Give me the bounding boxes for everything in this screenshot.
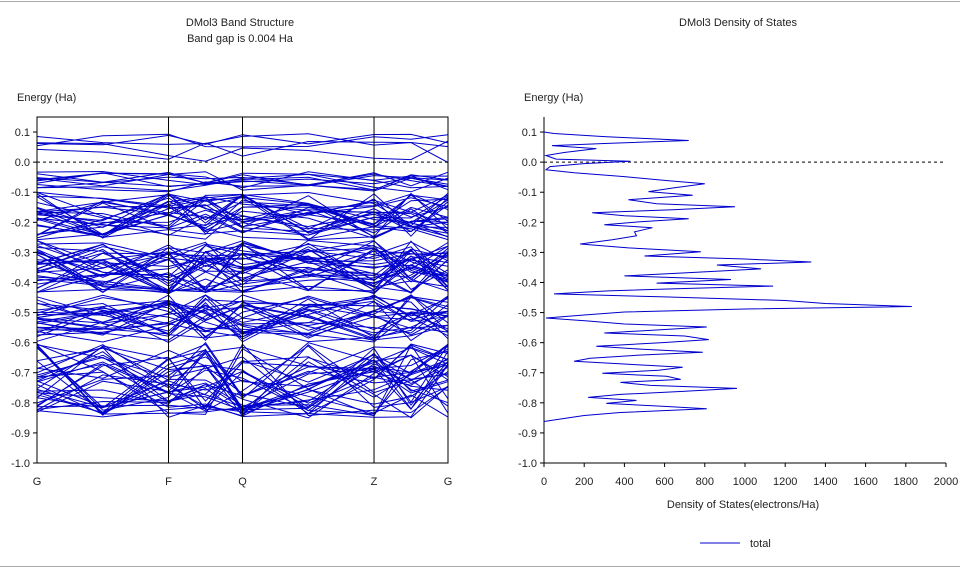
dos-series-total (543, 131, 912, 422)
dos-y-tick-label: -0.1 (518, 187, 537, 199)
dos-y-tick-label: -0.2 (518, 217, 537, 229)
density-of-states-chart: DMol3 Density of States Energy (Ha) Dens… (518, 17, 958, 550)
legend-label-total: total (750, 538, 771, 550)
dos-y-tick-label: -0.6 (518, 338, 537, 350)
kpoint-label-f: F (165, 476, 172, 488)
dos-y-tick-label: -1.0 (518, 458, 537, 470)
band-y-tick-label: -1.0 (11, 458, 30, 470)
dos-chart-title: DMol3 Density of States (679, 17, 797, 29)
dos-x-tick-label: 1600 (853, 476, 877, 488)
dos-x-tick-label: 0 (541, 476, 547, 488)
dos-axes: 0.1 0.0 -0.1 -0.2 -0.3 -0.4 -0.5 -0.6 -0.7 -0.8 -0… (518, 117, 958, 488)
kpoint-label-q: Q (238, 476, 247, 488)
band-chart-title: DMol3 Band Structure (186, 17, 294, 29)
dos-x-tick-label: 1400 (813, 476, 837, 488)
band-y-tick-label: 0.1 (15, 127, 30, 139)
band-y-tick-label: -0.8 (11, 398, 30, 410)
dos-x-tick-label: 600 (655, 476, 673, 488)
dos-y-tick-label: -0.7 (518, 368, 537, 380)
dos-y-tick-label: -0.9 (518, 428, 537, 440)
dos-legend: total (700, 538, 771, 550)
dos-y-tick-label: -0.8 (518, 398, 537, 410)
dos-series (543, 131, 912, 422)
band-y-tick-label: -0.1 (11, 187, 30, 199)
dos-y-tick-label: -0.4 (518, 277, 537, 289)
kpoint-label-g: G (444, 476, 453, 488)
band-structure-chart: DMol3 Band Structure Band gap is 0.004 H… (11, 17, 452, 488)
band-y-tick-label: -0.5 (11, 308, 30, 320)
band-y-tick-label: -0.4 (11, 277, 30, 289)
band-y-tick-label: 0.0 (15, 157, 30, 169)
dos-y-tick-label: 0.0 (522, 157, 537, 169)
band-axes: G F Q Z G 0.1 0.0 -0.1 -0.2 -0.3 -0.4 -0.5 -0.6 -0.7 -… (11, 116, 453, 488)
band-gap-subtitle: Band gap is 0.004 Ha (187, 33, 294, 45)
dos-x-axis-label: Density of States(electrons/Ha) (667, 499, 819, 511)
dos-x-tick-label: 1800 (894, 476, 918, 488)
dos-y-tick-label: -0.5 (518, 308, 537, 320)
band-y-tick-label: -0.2 (11, 217, 30, 229)
band-y-axis-label: Energy (Ha) (17, 92, 76, 104)
dos-x-tick-label: 200 (575, 476, 593, 488)
dos-x-tick-label: 400 (615, 476, 633, 488)
dos-y-tick-label: 0.1 (522, 127, 537, 139)
dos-x-tick-label: 1000 (733, 476, 757, 488)
dos-y-tick-label: -0.3 (518, 247, 537, 259)
dos-y-axis-label: Energy (Ha) (524, 92, 583, 104)
dos-x-tick-label: 2000 (934, 476, 958, 488)
dos-x-tick-label: 1200 (773, 476, 797, 488)
band-y-tick-label: -0.3 (11, 247, 30, 259)
band-y-tick-label: -0.7 (11, 368, 30, 380)
kpoint-label-z: Z (371, 476, 378, 488)
band-y-tick-label: -0.6 (11, 338, 30, 350)
dos-x-tick-label: 800 (696, 476, 714, 488)
band-y-tick-label: -0.9 (11, 428, 30, 440)
kpoint-label-g: G (33, 476, 42, 488)
